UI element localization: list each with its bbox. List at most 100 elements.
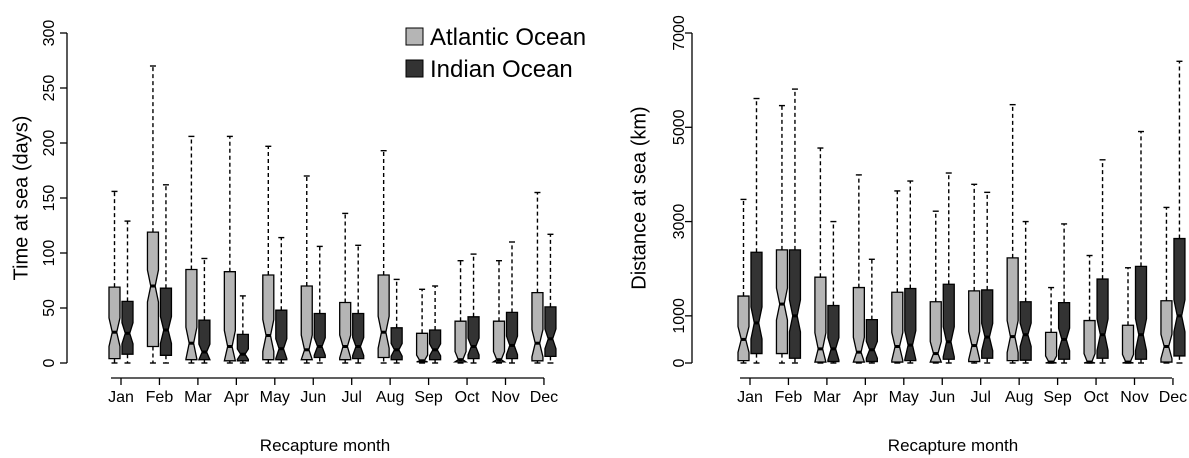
atlantic-box (1121, 267, 1135, 364)
atlantic-box (452, 260, 469, 364)
x-tick-label: Apr (224, 389, 250, 406)
box (1044, 331, 1058, 364)
box (236, 333, 250, 362)
legend: Atlantic Ocean Indian Ocean (405, 24, 586, 83)
x-tick-label: Apr (853, 389, 879, 406)
box (1160, 300, 1173, 363)
indian-box (788, 88, 802, 364)
indian-box (236, 295, 250, 364)
box (146, 231, 160, 348)
indian-box (159, 184, 173, 364)
x-tick-label: Feb (146, 389, 174, 406)
y-tick-label: 5000 (671, 109, 688, 145)
box (467, 316, 480, 360)
box (1006, 257, 1019, 362)
box (223, 271, 237, 362)
indian-box (1134, 130, 1148, 364)
box (1121, 324, 1135, 364)
box (300, 285, 314, 361)
x-tick-label: Jan (108, 389, 134, 406)
indian-box (390, 278, 403, 364)
y-tick-label: 0 (671, 358, 688, 367)
y-tick-label: 250 (41, 75, 58, 102)
atlantic-box (737, 198, 750, 364)
indian-box (544, 233, 557, 364)
y-tick-label: 1000 (671, 298, 688, 334)
box (865, 318, 878, 363)
atlantic-box (1083, 254, 1096, 364)
atlantic-box (775, 104, 789, 364)
indian-box (942, 172, 955, 364)
box (942, 283, 955, 360)
box (737, 295, 750, 362)
box (788, 249, 802, 359)
x-tick-label: Jul (341, 389, 361, 406)
box (108, 286, 121, 360)
box (891, 291, 904, 363)
box (531, 291, 544, 362)
atlantic-box (223, 135, 237, 364)
x-tick-label: Feb (775, 389, 803, 406)
box (929, 301, 943, 363)
indian-box (197, 257, 211, 364)
box (159, 287, 173, 356)
box (1173, 237, 1186, 357)
distance-at-sea-panel: 0 1000 3000 5000 7000 Distance at sea (km) Jan… (628, 15, 1187, 455)
x-tick-label: Dec (1159, 389, 1187, 406)
box (390, 327, 403, 361)
indian-box (467, 253, 480, 364)
box (313, 312, 326, 359)
box (339, 301, 352, 361)
x-tick-label: Aug (376, 389, 404, 406)
indian-box (121, 220, 134, 364)
y-axis-title: Time at sea (days) (10, 116, 32, 281)
box (415, 332, 429, 363)
indian-box (1173, 60, 1186, 364)
indian-box (275, 236, 288, 364)
box (428, 329, 442, 361)
box (544, 306, 557, 358)
atlantic-legend-swatch (405, 27, 424, 46)
atlantic-box (968, 183, 981, 364)
indian-box (827, 220, 840, 364)
box (1057, 302, 1071, 360)
legend-label: Atlantic Ocean (430, 24, 586, 51)
x-tick-label: Oct (1084, 389, 1109, 406)
box (1083, 319, 1096, 364)
box (1019, 301, 1032, 361)
x-tick-label: Aug (1005, 389, 1033, 406)
atlantic-box (185, 135, 198, 364)
y-axis-title: Distance at sea (km) (628, 106, 650, 289)
box (750, 251, 763, 355)
box (491, 320, 507, 363)
indian-box (1057, 223, 1071, 364)
atlantic-box (1044, 286, 1058, 364)
indian-box (904, 180, 917, 364)
box (1096, 278, 1109, 359)
box (352, 312, 365, 360)
atlantic-box (1006, 103, 1019, 364)
indian-box (313, 245, 326, 364)
atlantic-box (415, 288, 429, 364)
box (814, 276, 827, 363)
box (827, 304, 840, 363)
box (197, 319, 211, 361)
atlantic-box (491, 260, 507, 364)
box (452, 320, 469, 363)
indian-box (1096, 159, 1109, 364)
x-axis-title: Recapture month (888, 436, 1018, 455)
indian-legend-swatch (405, 59, 424, 78)
x-tick-label: May (260, 389, 290, 406)
time-at-sea-panel: 0 50 100 150 200 250 300 Time at sea (days) Jan F… (10, 20, 586, 455)
x-tick-label: Mar (184, 389, 212, 406)
indian-box (750, 97, 763, 364)
atlantic-box (300, 175, 314, 364)
box (121, 300, 134, 355)
x-axis-title: Recapture month (260, 436, 390, 455)
box (968, 290, 981, 363)
x-tick-label: Jun (300, 389, 326, 406)
x-tick-label: Dec (530, 389, 558, 406)
indian-box (428, 285, 442, 364)
box (275, 309, 288, 361)
